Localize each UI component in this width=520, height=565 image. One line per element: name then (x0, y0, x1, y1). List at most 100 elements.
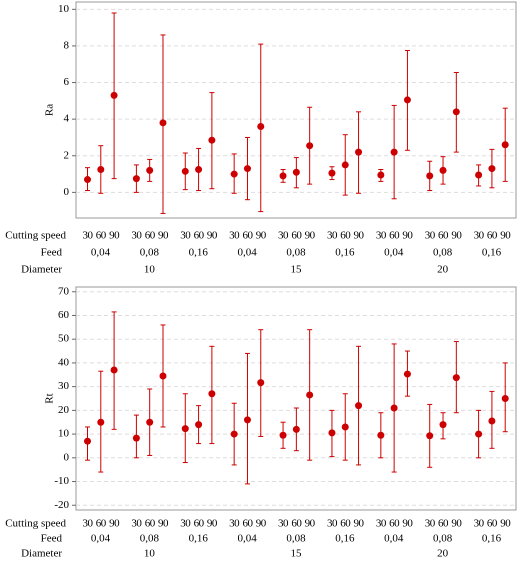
feed-label: 0,08 (140, 247, 160, 259)
mean-point (475, 430, 483, 438)
speed-label: 60 (340, 230, 351, 242)
speed-label: 90 (500, 518, 511, 530)
mean-point (243, 165, 251, 173)
mean-point (452, 108, 460, 116)
diameter-label: 15 (291, 264, 303, 276)
speed-label: 30 (229, 518, 240, 530)
mean-point (84, 176, 91, 184)
mean-point (452, 374, 460, 382)
mean-point (501, 141, 509, 149)
mean-point (132, 434, 140, 442)
mean-point (377, 431, 385, 439)
speed-label: 90 (207, 230, 218, 242)
mean-point (195, 421, 203, 429)
feed-label: 0,04 (91, 247, 111, 259)
mean-point (328, 429, 336, 437)
mean-point (181, 167, 189, 175)
feed-label: 0,16 (335, 247, 355, 259)
speed-label: 90 (402, 518, 413, 530)
mean-point (475, 171, 483, 179)
level-name: Diameter (21, 548, 62, 560)
y-tick-label: 60 (58, 309, 70, 321)
y-tick-label: 0 (64, 186, 70, 198)
y-tick-label: 8 (64, 39, 70, 51)
mean-point (426, 432, 434, 440)
speed-label: 90 (207, 518, 218, 530)
mean-point (439, 166, 447, 174)
speed-label: 90 (158, 230, 169, 242)
speed-label: 30 (180, 230, 191, 242)
feed-label: 0,16 (482, 533, 502, 545)
y-tick-label: 0 (64, 451, 70, 463)
speed-label: 30 (327, 230, 338, 242)
mean-point (195, 165, 203, 173)
mean-point (159, 372, 167, 380)
y-axis-label: Ra (44, 104, 56, 116)
mean-point (355, 148, 363, 156)
speed-label: 90 (354, 518, 365, 530)
feed-label: 0,16 (189, 247, 209, 259)
speed-label: 90 (109, 230, 120, 242)
speed-label: 60 (96, 230, 107, 242)
speed-label: 30 (474, 230, 485, 242)
mean-point (390, 148, 398, 156)
feed-label: 0,08 (286, 247, 306, 259)
mean-point (243, 416, 251, 424)
mean-point (146, 166, 154, 174)
speed-label: 30 (425, 518, 436, 530)
feed-label: 0,08 (433, 247, 453, 259)
y-tick-label: 10 (58, 3, 70, 15)
diameter-label: 20 (437, 264, 449, 276)
mean-point (488, 417, 496, 425)
mean-point (110, 91, 118, 99)
speed-label: 90 (305, 518, 316, 530)
y-axis-label: Rt (44, 393, 56, 403)
speed-label: 30 (229, 230, 240, 242)
mean-point (279, 172, 287, 180)
speed-label: 30 (83, 518, 94, 530)
mean-point (230, 430, 238, 438)
speed-label: 90 (256, 518, 267, 530)
y-tick-label: -10 (54, 475, 69, 487)
y-tick-label: 2 (64, 149, 70, 161)
feed-label: 0,16 (335, 533, 355, 545)
mean-point (403, 370, 411, 378)
feed-label: 0,16 (482, 247, 502, 259)
mean-point (208, 390, 216, 398)
feed-label: 0,04 (237, 247, 257, 259)
speed-label: 90 (109, 518, 120, 530)
speed-label: 90 (305, 230, 316, 242)
speed-label: 60 (145, 230, 156, 242)
speed-label: 60 (487, 518, 498, 530)
plot-frame (75, 1, 517, 219)
mean-point (328, 169, 336, 177)
speed-label: 60 (291, 230, 302, 242)
speed-label: 30 (278, 230, 289, 242)
speed-label: 60 (194, 518, 205, 530)
speed-label: 60 (242, 230, 253, 242)
mean-point (97, 165, 105, 173)
mean-point (355, 402, 363, 410)
speed-label: 30 (131, 518, 142, 530)
speed-label: 90 (500, 230, 511, 242)
speed-label: 60 (194, 230, 205, 242)
mean-point (132, 175, 140, 183)
mean-point (377, 171, 385, 179)
mean-point (230, 170, 238, 178)
level-name: Feed (41, 533, 63, 545)
feed-label: 0,04 (91, 533, 111, 545)
speed-label: 60 (340, 518, 351, 530)
mean-point (159, 119, 167, 127)
mean-point (257, 379, 265, 387)
speed-label: 30 (278, 518, 289, 530)
y-tick-label: 6 (64, 76, 70, 88)
mean-point (97, 418, 105, 426)
y-tick-label: 30 (58, 380, 70, 392)
speed-label: 30 (327, 518, 338, 530)
level-name: Cutting speed (5, 518, 66, 530)
speed-label: 90 (451, 518, 462, 530)
feed-label: 0,08 (140, 533, 160, 545)
y-tick-label: 20 (58, 404, 70, 416)
feed-label: 0,08 (433, 533, 453, 545)
speed-label: 60 (145, 518, 156, 530)
